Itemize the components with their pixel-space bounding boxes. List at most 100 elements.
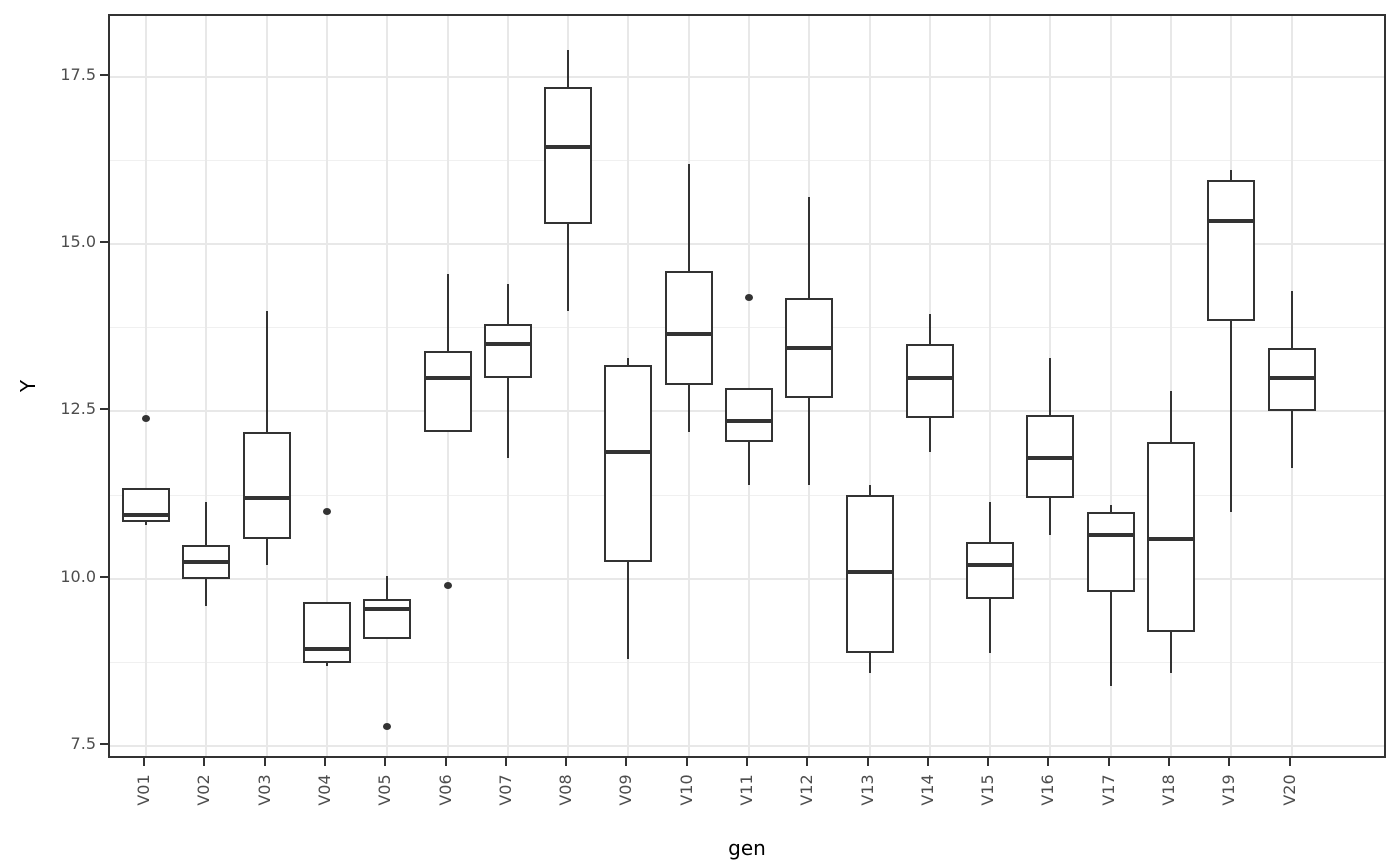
median-line (1146, 536, 1195, 541)
x-tick-mark (1228, 758, 1231, 766)
box-iqr (423, 351, 472, 432)
x-tick-label: V13 (857, 774, 877, 806)
x-tick-mark (866, 758, 869, 766)
upper-whisker (386, 575, 389, 599)
x-tick-label: V07 (495, 774, 515, 806)
y-tick-mark (100, 241, 108, 244)
x-tick-label: V14 (917, 774, 937, 806)
lower-whisker (1169, 632, 1172, 673)
outlier-point (142, 414, 151, 422)
x-tick-mark (1107, 758, 1110, 766)
upper-whisker (205, 501, 208, 546)
lower-whisker (808, 398, 811, 486)
y-tick-mark (100, 743, 108, 746)
lower-whisker (326, 662, 329, 666)
x-tick-label: V01 (134, 774, 154, 806)
median-line (303, 647, 352, 652)
gridline-vertical (989, 16, 992, 756)
x-tick-mark (384, 758, 387, 766)
gridline-major (110, 577, 1384, 580)
box-iqr (905, 344, 954, 419)
gridline-major (110, 75, 1384, 78)
lower-whisker (627, 562, 630, 660)
gridline-vertical (1169, 16, 1172, 756)
y-axis-title: Y (16, 379, 40, 393)
upper-whisker (265, 310, 268, 432)
x-tick-label: V08 (556, 774, 576, 806)
y-tick-label: 15.0 (60, 232, 96, 252)
y-tick-label: 17.5 (60, 64, 96, 84)
box-iqr (363, 598, 412, 640)
gridline-major (110, 243, 1384, 246)
gridline-minor (110, 494, 1384, 496)
gridline-vertical (868, 16, 871, 756)
lower-whisker (567, 223, 570, 311)
upper-whisker (808, 197, 811, 298)
upper-whisker (1109, 505, 1112, 512)
gridline-vertical (386, 16, 389, 756)
x-tick-label: V20 (1279, 774, 1299, 806)
median-line (544, 144, 593, 149)
x-tick-mark (685, 758, 688, 766)
upper-whisker (1230, 170, 1233, 181)
plot-panel (108, 14, 1386, 758)
upper-whisker (567, 49, 570, 87)
median-line (785, 345, 834, 350)
gridline-vertical (748, 16, 750, 756)
median-line (242, 496, 291, 501)
y-tick-mark (100, 408, 108, 411)
lower-whisker (1290, 411, 1293, 469)
median-line (1086, 533, 1135, 538)
median-line (905, 375, 954, 380)
gridline-vertical (145, 16, 148, 756)
x-tick-label: V16 (1038, 774, 1058, 806)
box-iqr (604, 364, 653, 563)
y-tick-label: 12.5 (60, 399, 96, 419)
upper-whisker (1169, 391, 1172, 442)
x-tick-mark (444, 758, 447, 766)
x-tick-mark (746, 758, 748, 766)
box-iqr (966, 542, 1015, 599)
gridline-vertical (1109, 16, 1112, 756)
upper-whisker (446, 274, 449, 352)
x-tick-label: V15 (978, 774, 998, 806)
y-tick-mark (100, 73, 108, 76)
x-tick-mark (1047, 758, 1050, 766)
y-tick-mark (100, 575, 108, 578)
upper-whisker (1049, 357, 1052, 415)
box-iqr (483, 324, 532, 378)
gridline-vertical (326, 16, 329, 756)
gridline-major (110, 745, 1384, 748)
x-tick-label: V02 (194, 774, 214, 806)
gridline-minor (110, 327, 1384, 329)
lower-whisker (1230, 321, 1233, 512)
x-tick-label: V05 (375, 774, 395, 806)
box-iqr (725, 388, 773, 442)
lower-whisker (265, 538, 268, 566)
lower-whisker (1049, 498, 1052, 536)
lower-whisker (506, 377, 509, 459)
median-line (182, 560, 231, 565)
lower-whisker (687, 384, 690, 432)
median-line (1026, 456, 1075, 461)
lower-whisker (989, 598, 992, 653)
x-tick-mark (1288, 758, 1291, 766)
x-tick-label: V03 (254, 774, 274, 806)
x-tick-mark (625, 758, 628, 766)
lower-whisker (928, 418, 931, 452)
x-tick-label: V11 (737, 774, 756, 806)
median-line (423, 375, 472, 380)
median-line (725, 419, 773, 424)
x-tick-mark (926, 758, 929, 766)
median-line (845, 570, 894, 575)
outlier-point (745, 294, 753, 302)
box-iqr (242, 431, 291, 539)
y-tick-label: 7.5 (70, 734, 96, 754)
median-line (1267, 375, 1316, 380)
x-tick-label: V06 (435, 774, 455, 806)
gridline-minor (110, 662, 1384, 664)
x-tick-mark (203, 758, 206, 766)
median-line (363, 606, 412, 611)
gridline-vertical (205, 16, 208, 756)
